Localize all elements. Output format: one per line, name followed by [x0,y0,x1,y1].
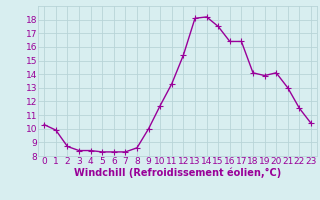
X-axis label: Windchill (Refroidissement éolien,°C): Windchill (Refroidissement éolien,°C) [74,168,281,178]
